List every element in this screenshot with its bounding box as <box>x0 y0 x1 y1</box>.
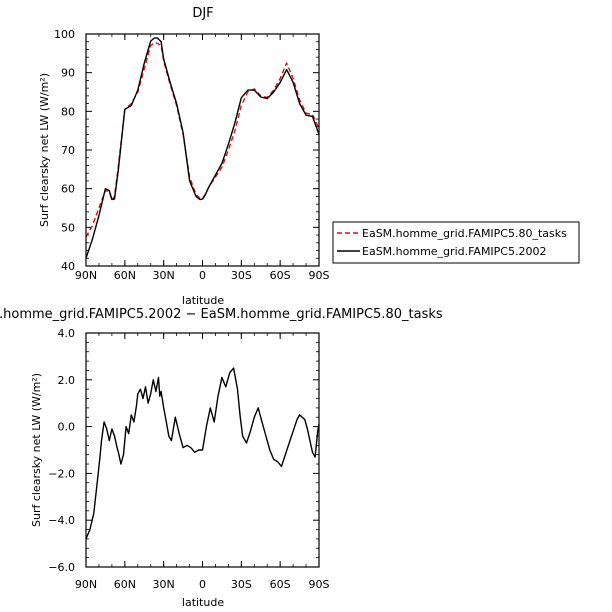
chart-2-plot-area: 90N 60N 30N 0 30S 60S 90S −6.0 −4.0 −2.0 0.0 2.0 4.0 <box>48 327 329 591</box>
x-tick-label: 90S <box>309 269 330 282</box>
chart-2-frame <box>85 332 320 568</box>
legend-box <box>332 221 580 264</box>
x-tick-label: 60N <box>114 269 136 282</box>
x-tick-label: 90N <box>75 269 97 282</box>
y-tick-label: −6.0 <box>48 561 75 574</box>
chart-1-legend: EaSM.homme_grid.FAMIPC5.80_tasks EaSM.ho… <box>332 221 580 264</box>
legend-label-80-tasks: EaSM.homme_grid.FAMIPC5.80_tasks <box>362 227 567 240</box>
y-tick-label: 70 <box>61 144 75 157</box>
x-tick-label: 30S <box>231 269 252 282</box>
chart-1-plot-area: 90N 60N 30N 0 30S 60S 90S 40 50 60 70 80 90 100 <box>54 28 330 282</box>
series-line-1 <box>85 367 320 540</box>
y-tick-label: 50 <box>61 221 75 234</box>
y-tick-label: 80 <box>61 105 75 118</box>
panel-1: DJF 90N 60N 30N 0 30S 60S 90S 40 50 60 70 80 90 100 l… <box>38 6 580 307</box>
y-tick-label: 40 <box>61 260 75 273</box>
chart-1-lines <box>85 37 320 259</box>
chart-2-xlabel: latitude <box>182 596 224 609</box>
chart-2-ylabel: Surf clearsky net LW (W/m²) <box>30 373 43 527</box>
chart-2-title: EaSM.homme_grid.FAMIPC5.2002 − EaSM.homm… <box>0 307 443 322</box>
y-tick-label: −4.0 <box>48 514 75 527</box>
chart-1-title: DJF <box>192 6 213 21</box>
y-tick-label: 2.0 <box>58 374 76 387</box>
series-line-2 <box>85 37 320 259</box>
y-tick-label: 60 <box>61 183 75 196</box>
x-tick-label: 30N <box>153 269 175 282</box>
x-tick-label: 90N <box>75 578 97 591</box>
chart-1-frame <box>85 33 320 267</box>
y-tick-label: −2.0 <box>48 467 75 480</box>
chart-2-lines <box>85 367 320 540</box>
x-tick-label: 60S <box>270 578 291 591</box>
legend-label-2002: EaSM.homme_grid.FAMIPC5.2002 <box>362 245 546 258</box>
x-tick-label: 0 <box>199 269 206 282</box>
y-tick-label: 0.0 <box>58 421 76 434</box>
x-tick-label: 90S <box>309 578 330 591</box>
y-tick-label: 90 <box>61 67 75 80</box>
y-tick-label: 4.0 <box>58 327 76 340</box>
x-tick-label: 30S <box>231 578 252 591</box>
chart-1-xlabel: latitude <box>182 294 224 307</box>
y-tick-label: 100 <box>54 28 75 41</box>
x-tick-label: 0 <box>199 578 206 591</box>
chart-1-ylabel: Surf clearsky net LW (W/m²) <box>38 73 51 227</box>
x-tick-label: 30N <box>153 578 175 591</box>
x-tick-label: 60N <box>114 578 136 591</box>
panel-2: EaSM.homme_grid.FAMIPC5.2002 − EaSM.homm… <box>0 307 443 609</box>
x-tick-label: 60S <box>270 269 291 282</box>
